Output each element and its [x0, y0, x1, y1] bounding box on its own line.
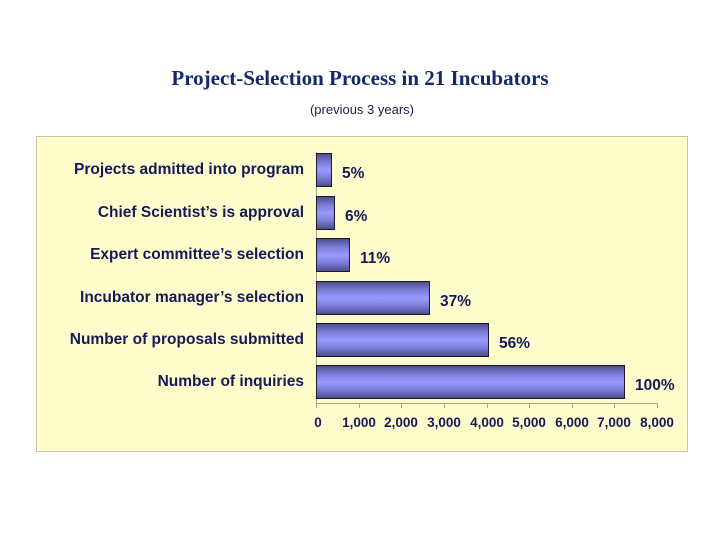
category-label: Number of proposals submitted — [69, 331, 304, 348]
chart-subtitle: (previous 3 years) — [309, 102, 415, 117]
category-label: Number of inquiries — [157, 373, 304, 390]
data-label: 11% — [360, 250, 391, 267]
data-label: 5% — [342, 165, 365, 182]
category-label: Chief Scientist’s is approval — [97, 204, 304, 221]
x-tick-label: 3,000 — [427, 415, 461, 430]
x-tick — [572, 403, 573, 408]
bar — [316, 238, 350, 272]
x-tick — [444, 403, 445, 408]
x-tick-label: 0 — [314, 415, 322, 430]
x-tick — [529, 403, 530, 408]
x-tick — [359, 403, 360, 408]
category-label: Incubator manager’s selection — [80, 289, 304, 306]
x-tick — [401, 403, 402, 408]
x-tick-label: 7,000 — [597, 415, 631, 430]
bar — [316, 153, 332, 187]
data-label: 100% — [635, 377, 675, 394]
x-tick-label: 8,000 — [640, 415, 674, 430]
category-label: Projects admitted into program — [74, 161, 304, 178]
category-label: Expert committee’s selection — [90, 246, 304, 263]
x-tick-label: 1,000 — [342, 415, 376, 430]
chart-title: Project-Selection Process in 21 Incubato… — [171, 66, 549, 90]
bar — [316, 196, 335, 230]
data-label: 56% — [499, 335, 531, 352]
bar — [316, 323, 489, 357]
x-tick-label: 6,000 — [555, 415, 589, 430]
x-tick-label: 2,000 — [384, 415, 418, 430]
bar — [316, 281, 430, 315]
x-tick — [657, 403, 658, 408]
x-tick-label: 5,000 — [512, 415, 546, 430]
x-tick — [614, 403, 615, 408]
data-label: 6% — [345, 208, 368, 225]
bar — [316, 365, 625, 399]
x-tick — [487, 403, 488, 408]
x-tick-label: 4,000 — [470, 415, 504, 430]
data-label: 37% — [440, 293, 472, 310]
y-axis-line — [316, 152, 317, 404]
x-tick — [316, 403, 317, 408]
